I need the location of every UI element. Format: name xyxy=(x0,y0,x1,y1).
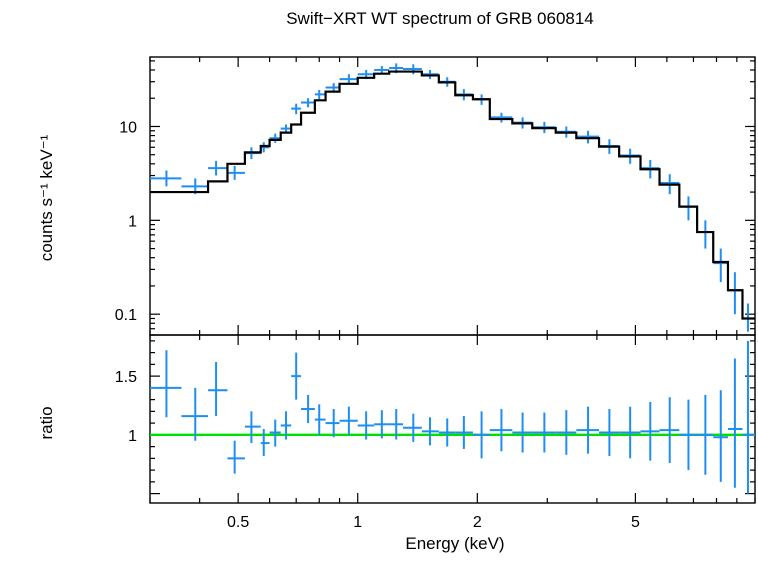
ratio-y-tick-label-0: 1 xyxy=(128,428,137,445)
chart-title: Swift−XRT WT spectrum of GRB 060814 xyxy=(286,9,594,28)
spectrum-y-tick-label-2: 10 xyxy=(119,119,137,136)
x-axis-label: Energy (keV) xyxy=(405,534,504,553)
ratio-plot-frame xyxy=(149,334,756,504)
spectrum-model-step-line xyxy=(150,70,755,320)
ratio-x-tick-label-1: 1 xyxy=(353,514,362,531)
spectrum-y-axis-label: counts s⁻¹ keV⁻¹ xyxy=(37,134,56,261)
ratio-x-tick-label-3: 5 xyxy=(631,514,640,531)
ratio-y-tick-label-1: 1.5 xyxy=(115,369,137,386)
ratio-y-axis-label: ratio xyxy=(37,406,56,439)
spectrum-plot-frame xyxy=(149,56,756,336)
ratio-x-tick-label-0: 0.5 xyxy=(227,514,249,531)
spectrum-y-tick-label-0: 0.1 xyxy=(115,307,137,324)
spectrum-y-tick-label-1: 1 xyxy=(128,213,137,230)
ratio-panel: 1 1.5 0.5 1 2 5 xyxy=(115,334,756,531)
spectrum-panel: 0.1 1 10 xyxy=(115,56,756,336)
ratio-x-tick-label-2: 2 xyxy=(473,514,482,531)
